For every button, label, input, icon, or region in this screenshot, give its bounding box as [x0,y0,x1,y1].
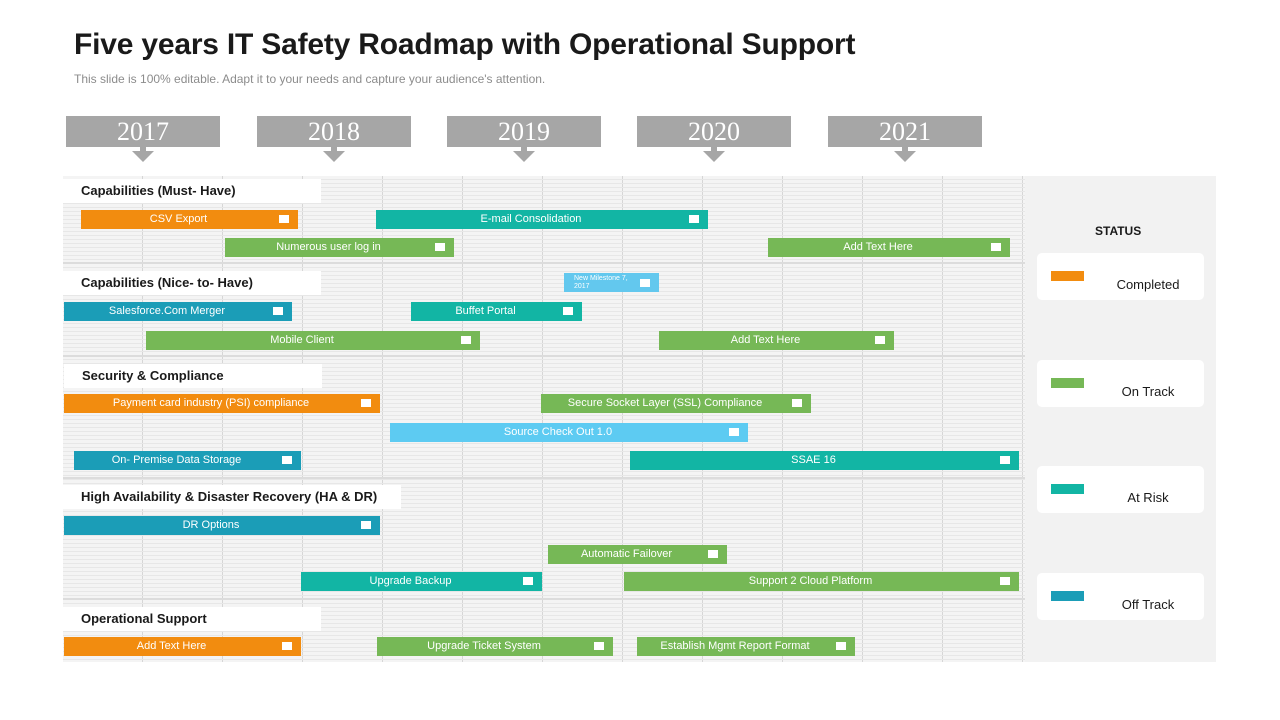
status-swatch [1051,484,1084,494]
task-bar-cloud-platform[interactable]: Support 2 Cloud Platform [624,572,1019,591]
task-label: E-mail Consolidation [480,213,582,225]
task-bar-salesforce-merger[interactable]: Salesforce.Com Merger [64,302,292,321]
status-label: On Track [1121,384,1175,399]
task-bar-upgrade-backup[interactable]: Upgrade Backup [301,572,542,591]
task-bar-ssae-16[interactable]: SSAE 16 [630,451,1019,470]
task-label: On- Premise Data Storage [111,454,242,466]
comment-icon [361,521,371,529]
comment-icon [729,428,739,436]
comment-icon [836,642,846,650]
task-bar-add-text[interactable]: Add Text Here [659,331,894,350]
comment-icon [792,399,802,407]
task-bar-numerous-user-log-in[interactable]: Numerous user log in [225,238,454,257]
section-label: Operational Support [63,607,321,631]
task-label: Numerous user log in [276,241,381,253]
year-marker: 2020 [637,116,791,147]
status-card-at-risk: At Risk [1037,466,1204,513]
task-label: Add Text Here [730,334,801,346]
status-card-on-track: On Track [1037,360,1204,407]
section-label: Capabilities (Nice- to- Have) [63,271,321,295]
milestone-label: New Milestone 7, 2017 [574,275,628,290]
comment-icon [282,642,292,650]
task-bar-mobile-client[interactable]: Mobile Client [146,331,480,350]
task-label: Upgrade Ticket System [427,640,541,652]
status-card-off-track: Off Track [1037,573,1204,620]
comment-icon [689,215,699,223]
task-bar-buffet-portal[interactable]: Buffet Portal [411,302,582,321]
comment-icon [1000,577,1010,585]
task-bar-on-premise-storage[interactable]: On- Premise Data Storage [74,451,301,470]
status-swatch [1051,271,1084,281]
comment-icon [875,336,885,344]
task-label: Buffet Portal [455,305,516,317]
task-bar-csv-export[interactable]: CSV Export [81,210,298,229]
comment-icon [361,399,371,407]
task-label: Add Text Here [136,640,207,652]
task-bar-psi-compliance[interactable]: Payment card industry (PSI) compliance [64,394,380,413]
task-bar-add-text[interactable]: Add Text Here [768,238,1010,257]
section-label: Security & Compliance [64,364,322,388]
task-label: SSAE 16 [791,454,836,466]
task-bar-add-text[interactable]: Add Text Here [64,637,301,656]
comment-icon [640,279,650,287]
comment-icon [523,577,533,585]
task-bar-automatic-failover[interactable]: Automatic Failover [548,545,727,564]
section-divider [63,477,1025,479]
task-bar-email-consolidation[interactable]: E-mail Consolidation [376,210,708,229]
page-title: Five years IT Safety Roadmap with Operat… [74,28,856,61]
task-label: CSV Export [149,213,208,225]
year-marker: 2017 [66,116,220,147]
task-bar-ssl-compliance[interactable]: Secure Socket Layer (SSL) Compliance [541,394,811,413]
comment-icon [594,642,604,650]
section-divider [63,262,1025,264]
task-label: Payment card industry (PSI) compliance [112,397,310,409]
comment-icon [435,243,445,251]
task-label: Establish Mgmt Report Format [660,640,810,652]
task-label: Salesforce.Com Merger [108,305,226,317]
status-label: Off Track [1121,597,1175,612]
status-label: At Risk [1127,490,1169,505]
milestone-bar[interactable]: New Milestone 7, 2017 [564,273,659,292]
section-label: High Availability & Disaster Recovery (H… [63,485,401,509]
status-swatch [1051,591,1084,601]
task-label: Support 2 Cloud Platform [748,575,873,587]
section-divider [63,355,1025,357]
page-subtitle: This slide is 100% editable. Adapt it to… [74,72,546,86]
year-marker: 2021 [828,116,982,147]
section-divider [63,598,1025,600]
comment-icon [1000,456,1010,464]
comment-icon [563,307,573,315]
task-bar-dr-options[interactable]: DR Options [64,516,380,535]
task-label: Mobile Client [270,334,334,346]
comment-icon [708,550,718,558]
task-label: Source Check Out 1.0 [503,426,613,438]
year-marker: 2019 [447,116,601,147]
status-title: STATUS [1095,224,1142,238]
comment-icon [461,336,471,344]
task-label: Automatic Failover [580,548,673,560]
comment-icon [279,215,289,223]
status-swatch [1051,378,1084,388]
task-label: Add Text Here [843,241,913,253]
status-card-completed: Completed [1037,253,1204,300]
status-label: Completed [1116,277,1180,292]
task-bar-upgrade-ticket-system[interactable]: Upgrade Ticket System [377,637,613,656]
comment-icon [991,243,1001,251]
task-label: DR Options [182,519,240,531]
comment-icon [282,456,292,464]
year-marker: 2018 [257,116,411,147]
comment-icon [273,307,283,315]
task-bar-mgmt-report-format[interactable]: Establish Mgmt Report Format [637,637,855,656]
task-bar-source-check-out[interactable]: Source Check Out 1.0 [390,423,748,442]
task-label: Upgrade Backup [369,575,452,587]
task-label: Secure Socket Layer (SSL) Compliance [567,397,763,409]
section-label: Capabilities (Must- Have) [63,179,321,203]
